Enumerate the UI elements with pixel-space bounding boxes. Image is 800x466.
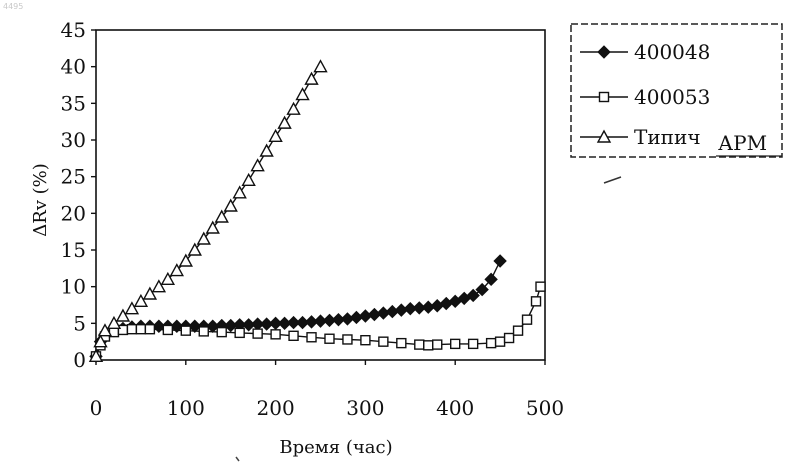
- y-tick-label: 0: [73, 348, 86, 372]
- data-point-series-1: [415, 340, 424, 349]
- y-tick-label: 40: [61, 55, 86, 79]
- data-point-series-1: [289, 331, 298, 340]
- data-point-series-2: [297, 89, 309, 100]
- y-tick-label: 25: [61, 165, 86, 189]
- data-point-series-0: [440, 298, 452, 310]
- y-tick-label: 20: [61, 201, 86, 225]
- data-point-series-1: [181, 326, 190, 335]
- data-point-series-2: [315, 61, 327, 72]
- x-tick-label: 100: [167, 396, 205, 420]
- data-point-series-1: [325, 334, 334, 343]
- x-tick-label: 0: [90, 396, 103, 420]
- x-tick-label: 500: [526, 396, 564, 420]
- data-point-series-2: [243, 174, 255, 185]
- data-point-series-1: [433, 340, 442, 349]
- data-point-series-1: [163, 325, 172, 334]
- y-tick-label: 10: [61, 275, 86, 299]
- stray-pen-mark-small: [236, 457, 239, 461]
- y-tick-label: 45: [61, 18, 86, 42]
- data-point-series-2: [261, 145, 273, 156]
- x-tick-label: 300: [346, 396, 384, 420]
- data-point-series-1: [343, 335, 352, 344]
- y-tick-label: 30: [61, 128, 86, 152]
- legend-annotation-apm: АРМ: [718, 131, 767, 155]
- x-tick-label: 400: [436, 396, 474, 420]
- data-point-series-1: [136, 325, 145, 334]
- data-point-series-1: [199, 327, 208, 336]
- legend-marker-0: [598, 46, 610, 58]
- data-point-series-2: [306, 73, 318, 84]
- data-point-series-1: [451, 339, 460, 348]
- legend-label-0: 400048: [634, 40, 710, 64]
- data-point-series-1: [496, 337, 505, 346]
- data-point-series-1: [145, 325, 154, 334]
- data-point-series-2: [270, 130, 282, 141]
- data-point-series-0: [494, 255, 506, 267]
- data-point-series-2: [252, 160, 264, 171]
- x-tick-label: 200: [257, 396, 295, 420]
- y-tick-label: 15: [61, 238, 86, 262]
- data-point-series-1: [514, 326, 523, 335]
- data-point-series-2: [225, 200, 237, 211]
- data-point-series-1: [361, 336, 370, 345]
- plot-area-frame: [96, 30, 545, 360]
- data-point-series-1: [424, 341, 433, 350]
- x-axis-title: Время (час): [279, 437, 392, 458]
- data-point-series-1: [469, 339, 478, 348]
- y-axis-title: ΔRv (%): [30, 163, 51, 237]
- data-point-series-2: [288, 103, 300, 114]
- y-tick-label: 5: [73, 311, 86, 335]
- data-point-series-1: [253, 329, 262, 338]
- data-point-series-0: [431, 300, 443, 312]
- y-tick-label: 35: [61, 91, 86, 115]
- legend-label-1: 400053: [634, 85, 710, 109]
- legend-label-2: Типич: [634, 125, 701, 149]
- data-point-series-1: [532, 297, 541, 306]
- data-point-series-1: [127, 325, 136, 334]
- data-point-series-1: [487, 339, 496, 348]
- data-point-series-1: [397, 339, 406, 348]
- legend-marker-1: [600, 93, 609, 102]
- data-point-series-1: [235, 328, 244, 337]
- data-point-series-1: [379, 337, 388, 346]
- data-point-series-1: [307, 333, 316, 342]
- data-point-series-1: [217, 328, 226, 337]
- data-point-series-1: [536, 282, 545, 291]
- data-point-series-1: [271, 330, 280, 339]
- data-point-series-1: [505, 334, 514, 343]
- legend: 400048 400053 Типич АРМ: [571, 24, 782, 157]
- data-point-series-2: [234, 187, 246, 198]
- data-point-series-2: [279, 117, 291, 128]
- data-point-series-1: [523, 315, 532, 324]
- stray-pen-mark: [604, 177, 621, 183]
